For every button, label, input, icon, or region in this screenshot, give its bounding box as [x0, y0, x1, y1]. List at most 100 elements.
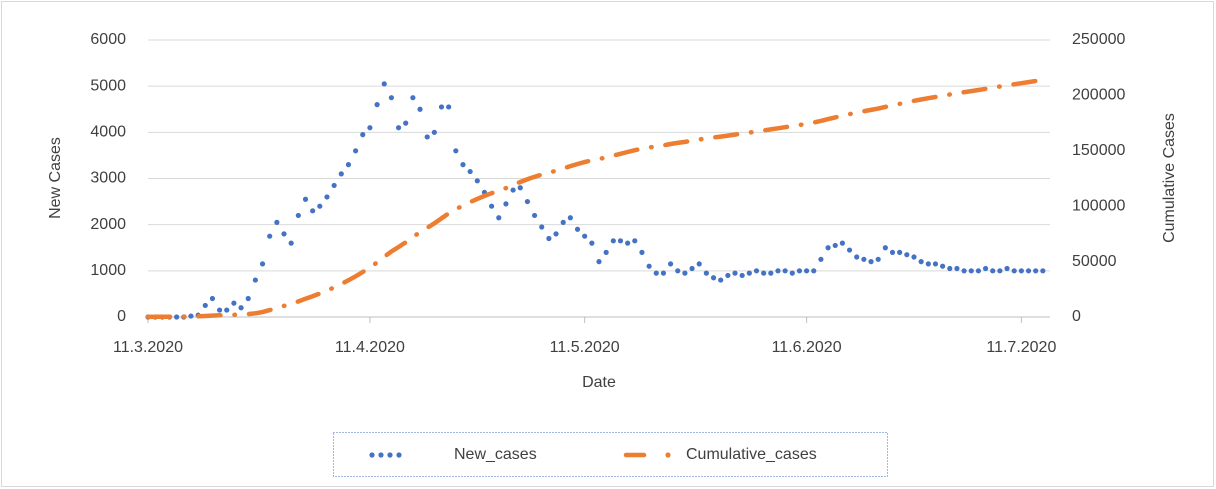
data-point [703, 270, 709, 276]
legend-label: Cumulative_cases [686, 446, 817, 463]
data-point [753, 268, 760, 274]
legend-swatch [396, 452, 402, 458]
data-point [761, 270, 767, 276]
data-point [274, 219, 280, 225]
data-point [610, 238, 616, 244]
data-point [667, 261, 674, 267]
data-point [889, 249, 896, 255]
data-point [1025, 268, 1032, 274]
data-point [675, 268, 681, 274]
data-point [324, 194, 330, 200]
data-point [746, 270, 752, 276]
x-axis-label: Date [582, 374, 616, 391]
data-point [832, 242, 838, 249]
data-point [302, 196, 309, 202]
data-point [653, 270, 659, 276]
data-point [574, 226, 581, 232]
data-point [961, 268, 967, 274]
x-tick-label: 11.3.2020 [113, 339, 183, 356]
data-point [968, 268, 974, 274]
y2-tick-label: 0 [1072, 308, 1081, 325]
data-point [818, 256, 824, 262]
data-point [796, 268, 803, 274]
data-point [775, 268, 781, 274]
x-tick-label: 11.5.2020 [550, 339, 620, 356]
data-point [846, 247, 853, 253]
data-point [739, 272, 745, 279]
data-point [639, 249, 645, 255]
data-point [489, 203, 495, 209]
data-point [882, 245, 888, 251]
legend-swatch [369, 452, 375, 458]
data-point [940, 263, 946, 269]
data-point [725, 272, 731, 279]
y2-tick-label: 200000 [1072, 87, 1125, 104]
y-tick-label: 4000 [90, 124, 126, 141]
data-point [1018, 268, 1024, 274]
data-point [288, 240, 294, 246]
y-tick-label: 3000 [90, 170, 126, 187]
data-point [904, 252, 910, 258]
data-point [403, 120, 409, 126]
y-tick-label: 6000 [90, 31, 126, 48]
data-point [474, 178, 480, 184]
data-point [353, 148, 359, 154]
data-point [460, 162, 466, 168]
data-point [496, 215, 502, 221]
y2-tick-label: 250000 [1072, 31, 1125, 48]
data-point [918, 259, 924, 265]
data-point [789, 270, 795, 276]
legend-swatch [387, 452, 393, 458]
y-axis-label: New Cases [47, 137, 64, 219]
data-point [975, 268, 982, 274]
data-point [560, 219, 566, 225]
data-point [431, 129, 437, 135]
data-point [947, 265, 953, 272]
data-point [345, 162, 352, 168]
data-point [825, 245, 831, 251]
data-point [174, 314, 180, 320]
data-point [982, 265, 989, 272]
data-point [997, 268, 1003, 274]
data-point [839, 240, 845, 246]
data-point [718, 277, 724, 283]
legend-label: New_cases [454, 446, 537, 463]
data-point [954, 265, 960, 272]
data-point [252, 277, 258, 283]
data-point [188, 313, 194, 319]
data-point [446, 104, 452, 110]
data-point [932, 261, 939, 267]
y2-tick-label: 50000 [1072, 253, 1117, 270]
data-point [1011, 268, 1017, 274]
data-point [331, 182, 337, 189]
data-point [281, 231, 287, 237]
y2-tick-label: 150000 [1072, 142, 1125, 159]
data-point [854, 254, 860, 260]
data-point [224, 307, 230, 313]
data-point [417, 106, 423, 112]
data-point [911, 254, 917, 260]
data-point [768, 270, 774, 276]
data-point [689, 265, 695, 272]
data-point [1004, 265, 1010, 272]
data-point [596, 259, 602, 265]
data-point [238, 305, 244, 311]
data-point [267, 233, 273, 239]
data-point [567, 215, 573, 221]
x-tick-label: 11.7.2020 [986, 339, 1056, 356]
data-point [617, 238, 624, 244]
data-point [453, 148, 459, 154]
data-point [646, 263, 652, 269]
data-point [804, 268, 810, 274]
data-point [317, 203, 323, 209]
data-point [202, 302, 208, 309]
data-point [388, 95, 394, 101]
data-point [295, 212, 301, 219]
data-point [360, 132, 366, 138]
y-tick-label: 5000 [90, 77, 126, 94]
data-point [216, 307, 223, 313]
data-point [696, 261, 702, 267]
data-point [732, 270, 738, 276]
data-point [589, 240, 595, 246]
